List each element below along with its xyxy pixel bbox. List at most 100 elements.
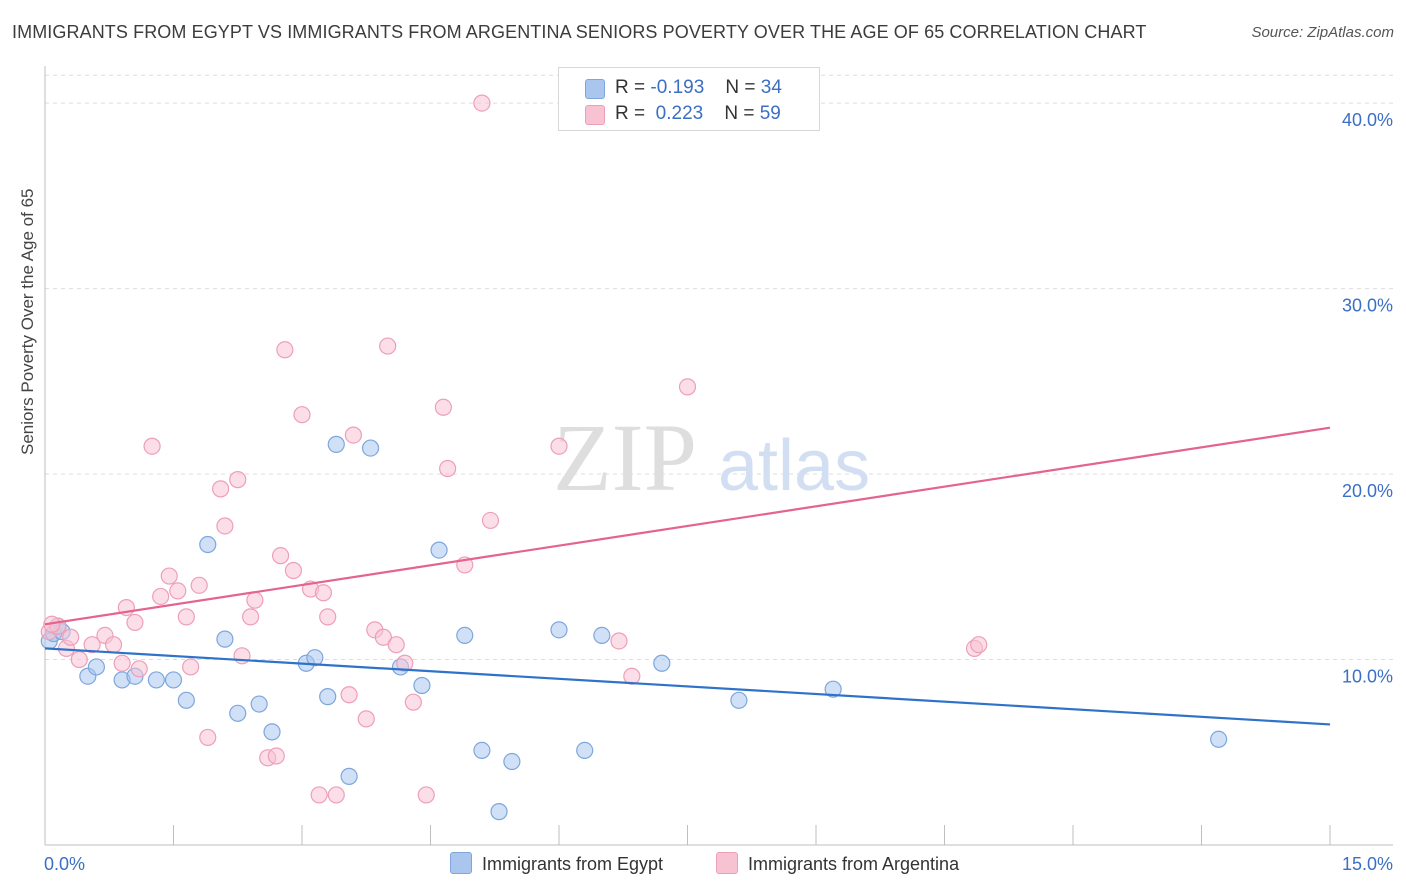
point-egypt-18 (319, 688, 337, 706)
y-tick-label-3: 40.0% (1342, 110, 1393, 130)
trend-line-egypt (44, 647, 1331, 726)
point-argentina-17 (190, 576, 208, 594)
point-argentina-18 (199, 728, 217, 747)
point-egypt-32 (653, 654, 671, 672)
series-legend-label-egypt: Immigrants from Egypt (482, 854, 664, 874)
point-egypt-8 (147, 671, 165, 689)
point-argentina-52 (610, 632, 628, 650)
point-egypt-24 (430, 541, 448, 559)
point-argentina-19 (212, 480, 230, 498)
point-egypt-34 (824, 680, 842, 698)
watermark-atlas: atlas (718, 426, 870, 506)
point-argentina-40 (374, 628, 392, 646)
point-argentina-44 (404, 693, 422, 711)
point-egypt-17 (306, 649, 324, 667)
point-egypt-33 (730, 691, 748, 709)
point-egypt-26 (473, 741, 491, 760)
grid-lines (45, 74, 1393, 661)
point-egypt-30 (576, 741, 594, 760)
legend-n-value-egypt: 34 (760, 77, 782, 98)
point-argentina-9 (126, 613, 144, 632)
point-egypt-29 (550, 621, 568, 639)
series-legend-swatch-argentina (716, 852, 738, 874)
point-argentina-36 (340, 686, 358, 704)
point-argentina-29 (284, 561, 303, 580)
legend-n-value-argentina: 59 (759, 103, 781, 124)
legend-r-value-egypt: -0.193 (650, 77, 705, 98)
point-egypt-15 (263, 723, 281, 741)
point-argentina-15 (177, 608, 195, 626)
series-legend-argentina: Immigrants from Argentina (716, 852, 959, 875)
tick-labels: 10.0% 20.0% 30.0% 40.0% 0.0% 15.0% (44, 110, 1393, 874)
x-tick-label-end: 15.0% (1342, 854, 1393, 874)
legend-n-label: N = (724, 103, 755, 124)
point-argentina-47 (439, 459, 457, 478)
point-egypt-21 (361, 439, 380, 457)
point-argentina-51 (550, 437, 568, 455)
point-argentina-56 (970, 636, 988, 654)
series-legend-egypt: Immigrants from Egypt (450, 852, 663, 875)
point-egypt-31 (593, 626, 611, 645)
point-egypt-12 (216, 630, 234, 648)
y-tick-label-0: 10.0% (1342, 667, 1393, 687)
point-argentina-10 (130, 660, 148, 678)
chart-title: IMMIGRANTS FROM EGYPT VS IMMIGRANTS FROM… (12, 22, 1147, 42)
legend-r-label: R = (615, 103, 646, 124)
point-argentina-24 (246, 591, 264, 609)
point-argentina-6 (104, 636, 123, 654)
point-argentina-49 (473, 94, 491, 112)
legend-r-label: R = (615, 77, 646, 98)
point-argentina-38 (357, 710, 375, 728)
point-egypt-19 (327, 435, 345, 453)
point-egypt-35 (1210, 730, 1228, 748)
trend-lines (44, 426, 1331, 726)
point-argentina-11 (143, 437, 161, 455)
point-argentina-43 (396, 654, 414, 672)
point-argentina-50 (481, 511, 500, 530)
watermark: ZIP atlas (553, 404, 870, 511)
point-argentina-23 (242, 608, 260, 626)
y-tick-label-1: 20.0% (1342, 481, 1393, 501)
point-argentina-41 (379, 337, 397, 355)
point-argentina-35 (327, 786, 345, 804)
point-argentina-26 (267, 747, 285, 765)
point-argentina-28 (276, 341, 294, 359)
point-egypt-13 (229, 704, 247, 722)
point-egypt-25 (456, 626, 474, 645)
point-argentina-33 (314, 584, 333, 602)
point-argentina-12 (152, 587, 170, 606)
series-legend-label-argentina: Immigrants from Argentina (748, 854, 960, 874)
correlation-legend: R = -0.193 N = 34 R = 0.223 N = 59 (558, 67, 820, 131)
x-tick-label-start: 0.0% (44, 854, 85, 874)
point-argentina-58 (62, 628, 80, 646)
axes (44, 66, 1393, 846)
point-egypt-27 (490, 803, 508, 821)
series-points (40, 94, 1228, 821)
trend-line-argentina (44, 426, 1331, 626)
point-argentina-45 (417, 786, 435, 804)
point-argentina-13 (160, 567, 178, 585)
point-argentina-20 (216, 517, 234, 535)
point-argentina-16 (182, 658, 200, 676)
point-egypt-9 (164, 671, 183, 689)
point-argentina-46 (434, 398, 452, 416)
chart-source: Source: ZipAtlas.com (1251, 24, 1394, 41)
point-argentina-42 (387, 636, 405, 654)
point-argentina-7 (113, 654, 131, 672)
watermark-zip: ZIP (553, 404, 697, 511)
point-argentina-21 (229, 471, 247, 489)
point-egypt-10 (177, 691, 195, 709)
point-argentina-3 (70, 650, 88, 669)
point-argentina-27 (271, 547, 290, 565)
point-egypt-20 (340, 767, 358, 785)
point-argentina-14 (169, 582, 187, 600)
legend-r-value-argentina: 0.223 (655, 103, 704, 124)
point-argentina-37 (344, 426, 362, 444)
point-egypt-11 (199, 535, 217, 554)
legend-swatch-egypt (585, 79, 605, 99)
series-legend-swatch-egypt (450, 852, 472, 874)
legend-n-label: N = (725, 77, 756, 98)
y-tick-label-2: 30.0% (1342, 296, 1393, 316)
point-argentina-34 (319, 608, 337, 626)
